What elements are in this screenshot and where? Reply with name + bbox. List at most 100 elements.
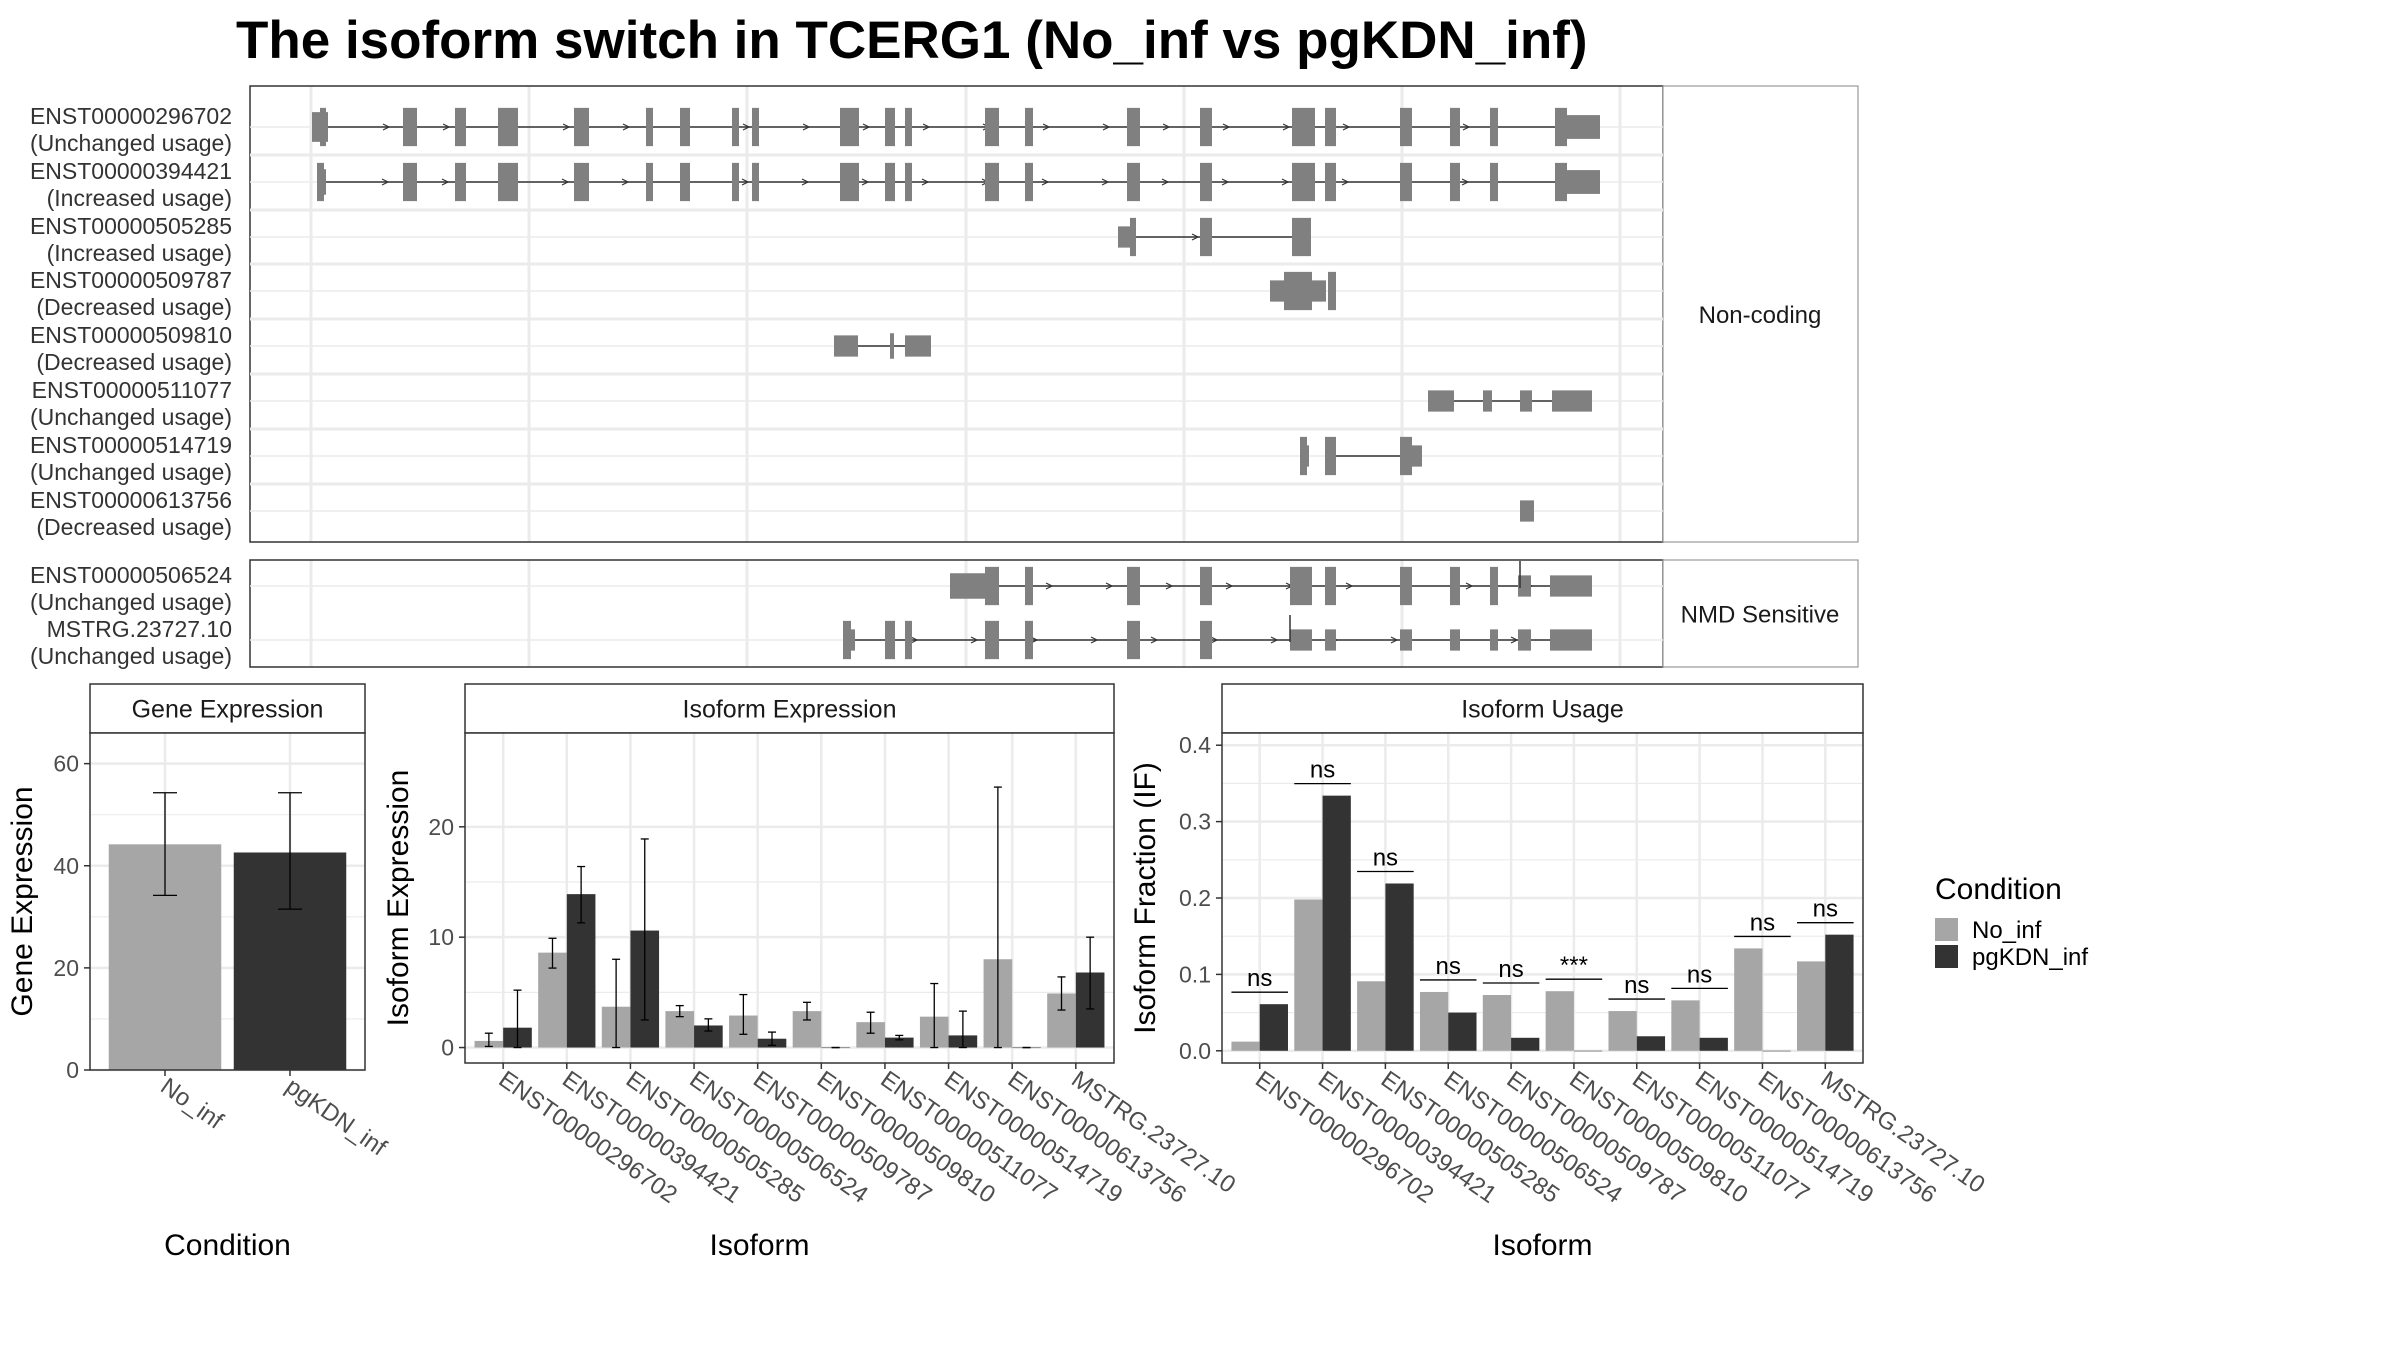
strand-arrow: [802, 123, 811, 131]
isoform-usage-bar-no_inf: [1419, 991, 1449, 1051]
isoform-usage-significance: ns: [1419, 953, 1477, 981]
isoform-expression-errorbar: [548, 937, 557, 969]
strand-arrow: [921, 178, 930, 186]
exon: [1325, 436, 1336, 476]
strand-arrow: [1150, 636, 1159, 644]
isoform-usage-significance: ***: [1545, 952, 1603, 980]
isoform-expression-errorbar: [1086, 936, 1095, 1010]
significance-label: ns: [1624, 972, 1649, 999]
gene-expression-panel-border: [89, 732, 366, 1071]
strand-arrow: [1510, 636, 1519, 644]
exon: [1520, 500, 1534, 522]
isoform-expression-errorbar: [895, 1034, 904, 1041]
isoform-expression-errorbar: [993, 786, 1002, 1049]
exon: [885, 620, 895, 660]
exon: [498, 162, 518, 202]
isoform-expression-ytick-label: 10: [428, 924, 454, 950]
isoform-expression-x-axis-title: Isoform: [709, 1229, 809, 1262]
isoform-id-label: ENST00000505285: [30, 213, 232, 239]
isoform-expression-errorbar: [930, 982, 939, 1049]
exon: [752, 162, 759, 202]
isoform-usage-significance: ns: [1294, 757, 1351, 785]
exon: [1200, 217, 1212, 257]
isoform-usage-label: (Increased usage): [47, 185, 232, 211]
isoform-expression-errorbar: [640, 838, 649, 1021]
exon: [843, 620, 851, 660]
isoform-usage-significance: ns: [1671, 961, 1728, 990]
isoform-expression-panel-border: [464, 732, 1115, 1064]
isoform-id-label: ENST00000511077: [32, 377, 232, 403]
exon: [752, 107, 759, 147]
strand-arrow: [1162, 123, 1171, 131]
isoform-usage-bar-no_inf: [1608, 1011, 1637, 1051]
isoform-usage-bar-pgkdn_inf: [1385, 883, 1414, 1051]
exon: [1310, 280, 1326, 302]
exon: [1292, 217, 1311, 257]
exon: [498, 107, 518, 147]
isoform-usage-label: (Unchanged usage): [30, 404, 232, 430]
exon: [1490, 162, 1498, 202]
exon: [317, 162, 324, 202]
gene-expression-xtick-label: No_inf: [156, 1073, 229, 1135]
exon: [1555, 107, 1567, 147]
isoform-expression-errorbar: [866, 1011, 875, 1034]
exon: [1325, 107, 1336, 147]
gene-expression-y-axis-title: Gene Expression: [6, 786, 39, 1016]
exon: [1025, 620, 1033, 660]
legend-label-no_inf: No_inf: [1972, 917, 2042, 944]
isoform-usage-significance: ns: [1231, 965, 1288, 993]
isoform-usage-bar-pgkdn_inf: [1762, 1050, 1791, 1052]
strand-arrow: [1042, 123, 1051, 131]
exon: [1490, 107, 1498, 147]
exon: [1304, 445, 1309, 467]
isoform-expression-errorbar: [958, 1010, 967, 1049]
exon: [840, 107, 859, 147]
strand-arrow: [1225, 582, 1234, 590]
nmd-strip: [1662, 559, 1859, 668]
noncoding-row-enst00000394421: ENST00000394421(Increased usage): [30, 158, 1600, 211]
significance-label: ns: [1310, 757, 1335, 784]
strand-arrow: [1342, 123, 1351, 131]
isoform-usage-ytick-label: 0.2: [1179, 885, 1211, 911]
isoform-usage-bar-pgkdn_inf: [1322, 795, 1351, 1051]
isoform-usage-ytick-label: 0.0: [1179, 1038, 1211, 1064]
isoform-usage-bar-no_inf: [1734, 948, 1763, 1051]
strand-arrow: [622, 123, 631, 131]
strand-arrow: [801, 178, 810, 186]
strand-arrow: [910, 636, 919, 644]
exon: [890, 333, 894, 359]
noncoding-row-enst00000514719: ENST00000514719(Unchanged usage): [30, 432, 1422, 485]
exon: [646, 162, 653, 202]
strand-arrow: [1282, 123, 1291, 131]
significance-label: ns: [1247, 965, 1272, 992]
strand-arrow: [1101, 178, 1110, 186]
exon: [1450, 629, 1460, 651]
exon: [834, 335, 858, 357]
exon: [646, 107, 653, 147]
strand-arrow: [1345, 582, 1354, 590]
strand-arrow: [621, 178, 630, 186]
isoform-expression-strip-label: Isoform Expression: [683, 696, 897, 724]
isoform-id-label: ENST00000394421: [30, 158, 232, 184]
isoform-usage-bar-pgkdn_inf: [1448, 1012, 1477, 1051]
exon: [1483, 390, 1492, 412]
exon: [1284, 271, 1312, 311]
exon: [1290, 629, 1312, 651]
significance-label: ns: [1687, 961, 1712, 988]
exon: [1518, 629, 1531, 651]
gene-expression-strip-label: Gene Expression: [132, 696, 324, 724]
gene-expression-errorbar: [153, 792, 177, 897]
isoform-usage-bar-pgkdn_inf: [1259, 1004, 1288, 1051]
strand-arrow: [1270, 636, 1279, 644]
exon: [1400, 445, 1422, 467]
exon: [1490, 629, 1498, 651]
strand-arrow: [561, 178, 570, 186]
isoform-usage-bar-no_inf: [1671, 1000, 1700, 1051]
legend-swatch-pgkdn_inf: [1935, 945, 1958, 968]
legend-swatch-no_inf: [1935, 918, 1958, 941]
noncoding-strip-label: Non-coding: [1699, 302, 1822, 329]
strand-arrow: [1221, 178, 1230, 186]
